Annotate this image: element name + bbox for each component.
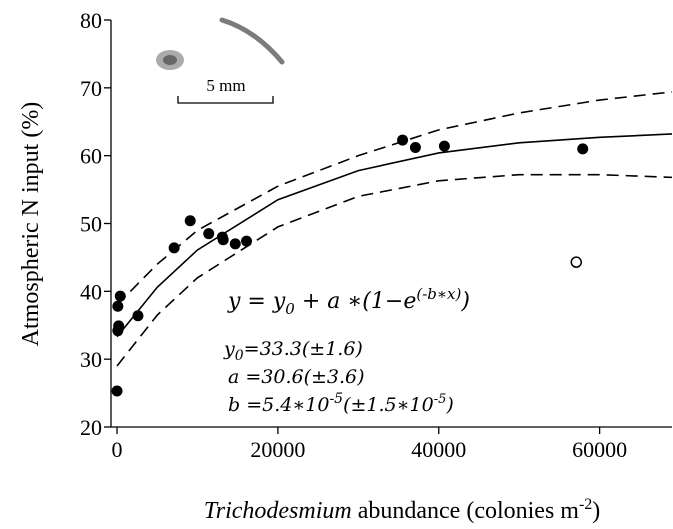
y-tick-label: 70: [80, 76, 102, 101]
x-tick-label: 20000: [250, 437, 305, 462]
data-point: [577, 143, 589, 155]
y-tick-label: 30: [80, 347, 102, 372]
y-axis-label: Atmospheric N input (%): [18, 102, 44, 347]
x-tick-label: 60000: [572, 437, 627, 462]
param: y0=33.3(±1.6): [223, 338, 363, 364]
y-tick-label: 40: [80, 279, 102, 304]
equation: y = y0 + a ∗(1−e(-b∗x)): [227, 285, 470, 318]
param: b =5.4∗10-5(±1.5∗10-5): [228, 391, 454, 416]
fit-curve: [116, 133, 673, 338]
param-part: =33.3(±1.6): [244, 338, 363, 360]
param-part: b =5.4∗10: [228, 394, 329, 416]
y-tick-label: 50: [80, 212, 102, 237]
param-part: a =30.6(±3.6): [228, 366, 365, 388]
x-axis-label: Trichodesmium abundance (colonies m-2): [204, 496, 601, 524]
x-label-part: Trichodesmium: [204, 498, 352, 524]
param-part: (±1.5∗10: [343, 394, 434, 416]
eq-part: ): [460, 289, 470, 314]
data-point: [241, 235, 253, 247]
param-part: -5: [329, 391, 343, 407]
data-point: [184, 215, 196, 227]
data-point: [111, 385, 123, 397]
x-label-part: ): [592, 498, 600, 524]
data-point: [229, 238, 241, 250]
scale-bar: [177, 96, 274, 104]
data-point: [438, 140, 450, 152]
data-point: [112, 300, 124, 312]
colony-image: [219, 17, 285, 65]
colony-image: [163, 55, 177, 65]
fit-curve: [116, 91, 673, 306]
y-tick-label: 20: [80, 415, 102, 440]
data-point: [217, 234, 229, 246]
x-label-part: -2: [579, 496, 592, 513]
data-point: [397, 134, 409, 146]
eq-part: 0: [285, 300, 295, 318]
x-label-part: abundance (colonies m: [352, 498, 580, 524]
data-point: [114, 290, 126, 302]
param-part: -5: [434, 392, 447, 407]
data-point: [409, 142, 421, 154]
param: a =30.6(±3.6): [228, 366, 365, 388]
data-point: [168, 242, 180, 254]
y-tick-label: 60: [80, 144, 102, 169]
eq-part: y = y: [227, 289, 286, 314]
fit-curve: [116, 173, 673, 367]
data-point: [203, 228, 215, 240]
param-part: ): [445, 394, 453, 416]
param-part: 0: [235, 348, 244, 364]
x-tick-label: 40000: [411, 437, 466, 462]
y-tick-label: 80: [80, 8, 102, 33]
data-point: [132, 310, 144, 322]
eq-part: + a ∗(1−e: [295, 289, 417, 314]
eq-part: (-b∗x): [416, 285, 461, 303]
data-point: [113, 320, 125, 332]
x-tick-label: 0: [112, 437, 123, 462]
open-point: [570, 256, 583, 268]
scale-bar-label: 5 mm: [206, 76, 245, 95]
param-part: y: [223, 338, 235, 360]
